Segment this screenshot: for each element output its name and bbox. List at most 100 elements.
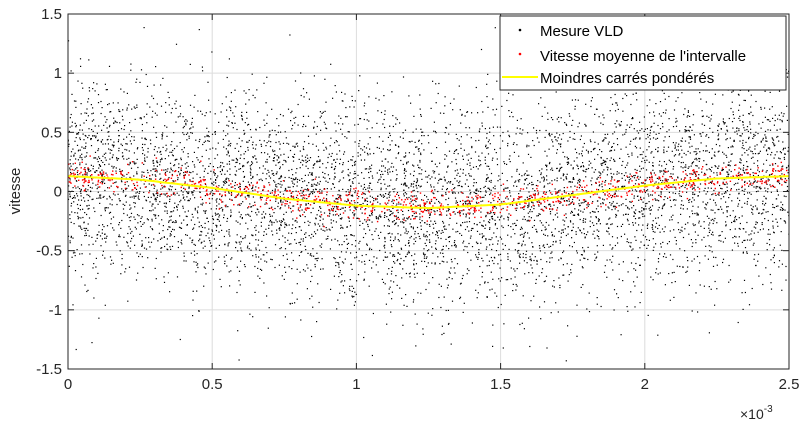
point-mesure-vld xyxy=(378,147,380,149)
point-mesure-vld xyxy=(502,131,504,134)
point-mesure-vld xyxy=(673,271,675,273)
point-mesure-vld xyxy=(615,102,617,104)
point-mesure-vld xyxy=(121,115,123,117)
point-mesure-vld xyxy=(239,168,242,170)
point-mesure-vld xyxy=(343,262,345,264)
point-mesure-vld xyxy=(80,190,82,192)
point-mesure-vld xyxy=(330,137,332,139)
point-mesure-vld xyxy=(467,251,469,254)
point-mesure-vld xyxy=(133,175,135,177)
point-mesure-vld xyxy=(166,135,168,137)
point-mesure-vld xyxy=(619,157,621,159)
point-mesure-vld xyxy=(631,154,633,156)
point-mesure-vld xyxy=(423,135,425,137)
point-mesure-vld xyxy=(207,221,209,223)
point-mesure-vld xyxy=(433,130,435,132)
point-mesure-vld xyxy=(69,169,71,171)
point-mesure-vld xyxy=(529,258,531,261)
point-mesure-vld xyxy=(660,193,662,195)
point-mesure-vld xyxy=(170,144,172,146)
point-mesure-vld xyxy=(585,168,587,171)
point-mesure-vld xyxy=(354,164,356,166)
point-mesure-vld xyxy=(376,146,378,149)
point-mesure-vld xyxy=(506,187,508,189)
point-mesure-vld xyxy=(402,137,404,139)
point-mesure-vld xyxy=(187,200,189,202)
point-mesure-vld xyxy=(343,151,346,153)
point-mesure-vld xyxy=(661,208,663,210)
point-mesure-vld xyxy=(71,121,73,123)
point-mesure-vld xyxy=(653,131,655,133)
point-mesure-vld xyxy=(259,139,261,141)
point-mesure-vld xyxy=(484,227,486,229)
point-mesure-vld xyxy=(228,271,230,273)
point-mesure-vld xyxy=(351,194,353,196)
point-mesure-vld xyxy=(497,240,499,242)
point-mesure-vld xyxy=(427,208,429,210)
point-mesure-vld xyxy=(603,199,605,201)
point-mesure-vld xyxy=(286,224,288,227)
point-mesure-vld xyxy=(216,201,218,203)
point-mesure-vld xyxy=(392,212,394,214)
point-mesure-vld xyxy=(481,152,483,154)
point-mesure-vld xyxy=(308,193,310,196)
point-mesure-vld xyxy=(306,189,308,191)
point-mesure-vld xyxy=(434,262,436,264)
point-mesure-vld xyxy=(442,245,444,247)
point-mesure-vld xyxy=(70,171,72,174)
point-mesure-vld xyxy=(691,162,694,164)
point-mesure-vld xyxy=(395,275,397,277)
point-mesure-vld xyxy=(304,270,306,272)
point-mesure-vld xyxy=(223,214,225,216)
point-mesure-vld xyxy=(708,332,710,334)
point-mesure-vld xyxy=(91,342,93,344)
point-mesure-vld xyxy=(703,227,705,229)
point-mesure-vld xyxy=(305,236,307,238)
point-mesure-vld xyxy=(513,185,515,187)
point-mesure-vld xyxy=(392,207,394,209)
point-mesure-vld xyxy=(255,144,257,146)
point-mesure-vld xyxy=(406,185,408,187)
point-mesure-vld xyxy=(409,223,411,225)
point-mesure-vld xyxy=(456,174,458,176)
point-mesure-vld xyxy=(315,218,317,220)
point-mesure-vld xyxy=(720,206,722,208)
point-mesure-vld xyxy=(559,167,561,169)
point-mesure-vld xyxy=(594,211,596,213)
point-mesure-vld xyxy=(744,239,746,241)
point-mesure-vld xyxy=(297,103,299,106)
point-mesure-vld xyxy=(275,134,277,136)
point-mesure-vld xyxy=(518,193,520,195)
point-mesure-vld xyxy=(191,213,193,215)
point-mesure-vld xyxy=(155,66,157,68)
point-mesure-vld xyxy=(542,192,545,194)
point-mesure-vld xyxy=(362,222,364,224)
point-mesure-vld xyxy=(740,159,742,161)
point-mesure-vld xyxy=(315,133,317,135)
point-mesure-vld xyxy=(80,195,82,197)
point-mesure-vld xyxy=(193,261,195,263)
point-mesure-vld xyxy=(733,184,735,186)
point-mesure-vld xyxy=(226,181,228,184)
point-mesure-vld xyxy=(695,148,697,150)
point-mesure-vld xyxy=(109,149,111,151)
point-mesure-vld xyxy=(153,165,155,167)
point-mesure-vld xyxy=(580,210,582,212)
point-mesure-vld xyxy=(663,204,665,206)
point-mesure-vld xyxy=(650,194,652,196)
point-mesure-vld xyxy=(213,171,215,173)
point-mesure-vld xyxy=(655,148,657,150)
point-mesure-vld xyxy=(665,256,667,258)
point-mesure-vld xyxy=(219,224,222,226)
point-mesure-vld xyxy=(420,152,422,154)
point-mesure-vld xyxy=(598,238,600,240)
point-mesure-vld xyxy=(210,178,212,180)
point-mesure-vld xyxy=(742,144,744,147)
point-mesure-vld xyxy=(345,107,347,109)
point-mesure-vld xyxy=(475,201,478,203)
point-mesure-vld xyxy=(142,149,144,151)
point-mesure-vld xyxy=(639,138,641,140)
point-mesure-vld xyxy=(174,164,176,166)
point-mesure-vld xyxy=(561,229,563,231)
point-mesure-vld xyxy=(180,159,182,161)
